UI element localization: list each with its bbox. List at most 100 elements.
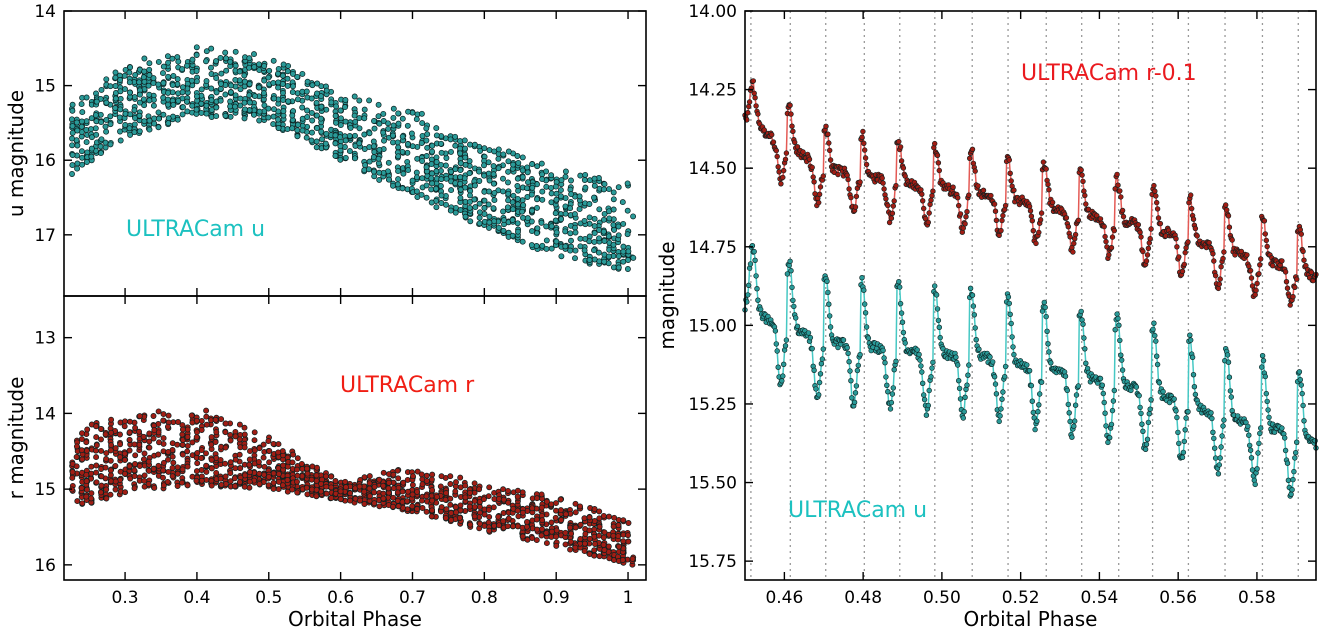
data-point <box>753 103 759 109</box>
data-point <box>1030 228 1037 234</box>
data-point <box>88 134 95 141</box>
data-point <box>1216 462 1223 468</box>
data-point <box>1101 399 1107 406</box>
data-point <box>1252 292 1258 298</box>
data-point <box>419 120 426 127</box>
data-point <box>919 191 925 197</box>
data-point <box>1153 193 1159 199</box>
data-point <box>825 131 831 137</box>
data-point <box>304 470 311 477</box>
data-point <box>1066 410 1072 416</box>
data-point <box>213 104 220 111</box>
data-point <box>567 247 574 254</box>
data-point <box>131 107 138 114</box>
data-point <box>572 544 579 551</box>
data-point <box>1078 167 1084 173</box>
data-point <box>1071 423 1077 429</box>
data-point <box>620 258 627 265</box>
data-point <box>351 112 358 119</box>
data-point <box>394 139 401 146</box>
data-point <box>121 423 128 430</box>
data-point <box>1263 237 1270 244</box>
data-point <box>265 438 272 445</box>
data-point <box>414 468 421 475</box>
data-point <box>428 175 435 182</box>
data-point <box>213 113 220 120</box>
data-point <box>1102 233 1108 240</box>
data-point <box>918 187 924 193</box>
data-point <box>284 463 291 470</box>
y-tick-label: 15 <box>34 480 56 500</box>
data-point <box>69 142 76 149</box>
data-point <box>117 441 124 448</box>
data-point <box>107 121 114 128</box>
data-point <box>1112 327 1118 333</box>
data-point <box>289 89 296 96</box>
data-point <box>543 237 550 244</box>
data-point <box>332 140 339 147</box>
data-point <box>333 119 339 126</box>
data-point <box>188 412 195 419</box>
data-point <box>356 97 363 104</box>
data-point <box>438 473 445 480</box>
data-point <box>69 152 76 158</box>
data-point <box>304 491 311 498</box>
data-point <box>457 180 464 187</box>
data-point <box>881 186 887 192</box>
data-point <box>136 128 143 135</box>
data-point <box>448 187 455 194</box>
data-point <box>232 103 238 110</box>
data-point <box>308 476 315 483</box>
data-point <box>93 442 100 449</box>
data-point <box>179 66 186 73</box>
data-point <box>394 181 401 188</box>
data-point <box>861 147 868 153</box>
data-point <box>789 123 795 129</box>
data-point <box>826 140 832 146</box>
data-point <box>175 58 182 65</box>
data-point <box>893 183 899 189</box>
data-point <box>519 167 526 174</box>
data-point <box>127 64 134 71</box>
data-point <box>227 478 234 485</box>
data-point <box>213 469 220 476</box>
data-point <box>519 208 526 215</box>
data-point <box>93 434 100 441</box>
data-point <box>884 382 890 388</box>
data-point <box>630 213 637 220</box>
x-tick-label: 0.46 <box>765 588 803 608</box>
data-point <box>92 447 99 454</box>
data-point <box>820 346 826 352</box>
data-point <box>461 137 468 144</box>
data-point <box>601 181 608 188</box>
data-point <box>385 125 392 132</box>
data-point <box>519 174 526 181</box>
data-point <box>394 497 401 504</box>
data-point <box>246 456 253 463</box>
data-point <box>260 441 267 448</box>
data-point <box>891 367 897 373</box>
data-point <box>848 194 854 201</box>
data-point <box>1220 423 1226 429</box>
data-point <box>1284 285 1291 291</box>
data-point <box>534 163 541 170</box>
data-point <box>342 478 349 485</box>
data-point <box>973 337 979 343</box>
data-point <box>1119 367 1126 373</box>
data-point <box>1033 240 1039 247</box>
data-point <box>93 98 100 105</box>
data-point <box>1110 398 1117 404</box>
data-point <box>371 489 378 496</box>
data-point <box>375 155 382 162</box>
y-tick-label: 15.75 <box>688 552 737 572</box>
data-point <box>752 94 758 101</box>
data-point <box>418 110 425 117</box>
data-point <box>375 101 382 108</box>
data-point <box>275 70 281 77</box>
data-point <box>1106 252 1112 258</box>
data-point <box>117 137 124 144</box>
data-point <box>342 154 349 161</box>
data-point <box>433 493 440 500</box>
data-point <box>189 439 196 446</box>
data-point <box>520 202 527 209</box>
